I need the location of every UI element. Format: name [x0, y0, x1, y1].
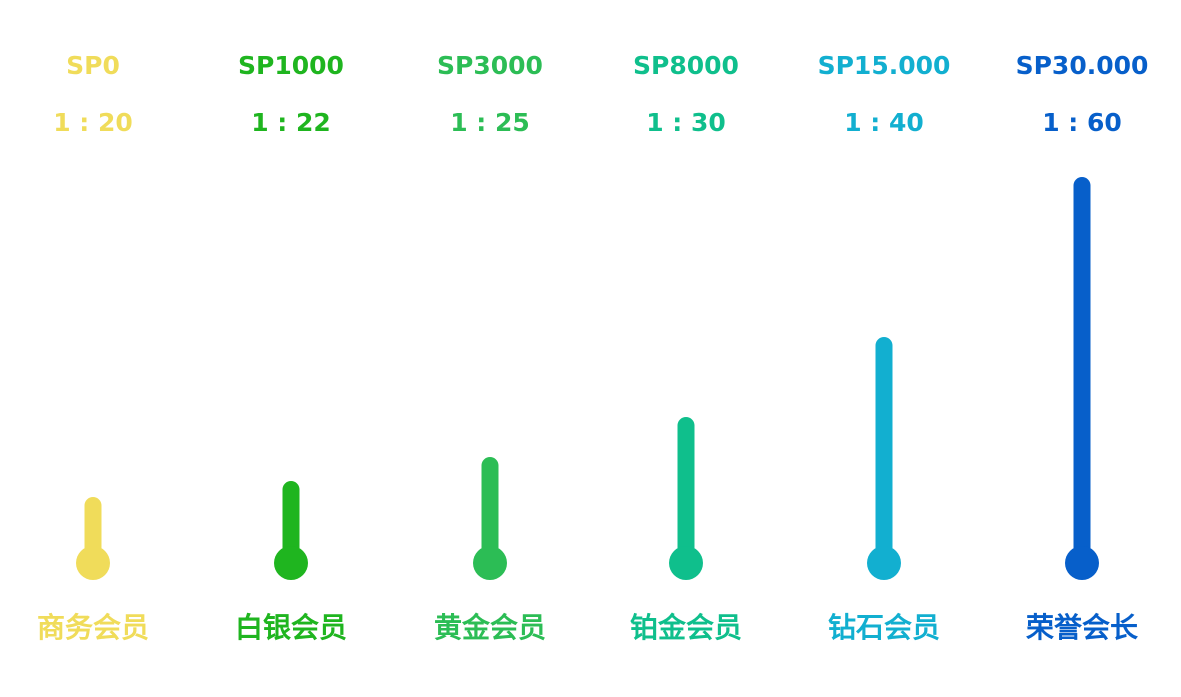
- tier-label: 钻石会员: [828, 611, 940, 644]
- thermometer-group: SP8000 1 : 30 铂金会员: [630, 51, 742, 644]
- threshold-label: SP8000: [633, 51, 739, 80]
- thermometer-bar: [481, 457, 499, 563]
- ratio-label: 1 : 20: [53, 108, 133, 137]
- thermometer-bar: [875, 337, 893, 563]
- threshold-label: SP3000: [437, 51, 543, 80]
- threshold-label: SP0: [66, 51, 120, 80]
- ratio-label: 1 : 60: [1042, 108, 1122, 137]
- ratio-label: 1 : 30: [646, 108, 726, 137]
- thermometer-bulb: [274, 546, 308, 580]
- thermometer-group: SP1000 1 : 22 白银会员: [235, 51, 347, 644]
- thermometer-bar: [677, 417, 695, 563]
- tier-label: 铂金会员: [630, 611, 742, 644]
- thermometer-bar: [1073, 177, 1091, 563]
- tier-label: 商务会员: [37, 611, 149, 644]
- thermometer-group: SP15.000 1 : 40 钻石会员: [818, 51, 951, 644]
- thermometer-bulb: [867, 546, 901, 580]
- ratio-label: 1 : 22: [251, 108, 331, 137]
- thermometer-bulb: [473, 546, 507, 580]
- thermometer-bar: [84, 497, 102, 563]
- thermometer-group: SP0 1 : 20 商务会员: [37, 51, 149, 644]
- ratio-label: 1 : 25: [450, 108, 530, 137]
- ratio-label: 1 : 40: [844, 108, 924, 137]
- threshold-label: SP1000: [238, 51, 344, 80]
- thermometer-group: SP30.000 1 : 60 荣誉会长: [1016, 51, 1149, 644]
- thermometer-bulb: [1065, 546, 1099, 580]
- tier-label: 白银会员: [235, 611, 347, 644]
- thermometer-group: SP3000 1 : 25 黄金会员: [434, 51, 546, 644]
- thermometer-bar: [282, 481, 300, 563]
- tier-label: 荣誉会长: [1026, 611, 1138, 644]
- thermometer-bulb: [76, 546, 110, 580]
- threshold-label: SP30.000: [1016, 51, 1149, 80]
- threshold-label: SP15.000: [818, 51, 951, 80]
- thermometer-bulb: [669, 546, 703, 580]
- tier-label: 黄金会员: [434, 611, 546, 644]
